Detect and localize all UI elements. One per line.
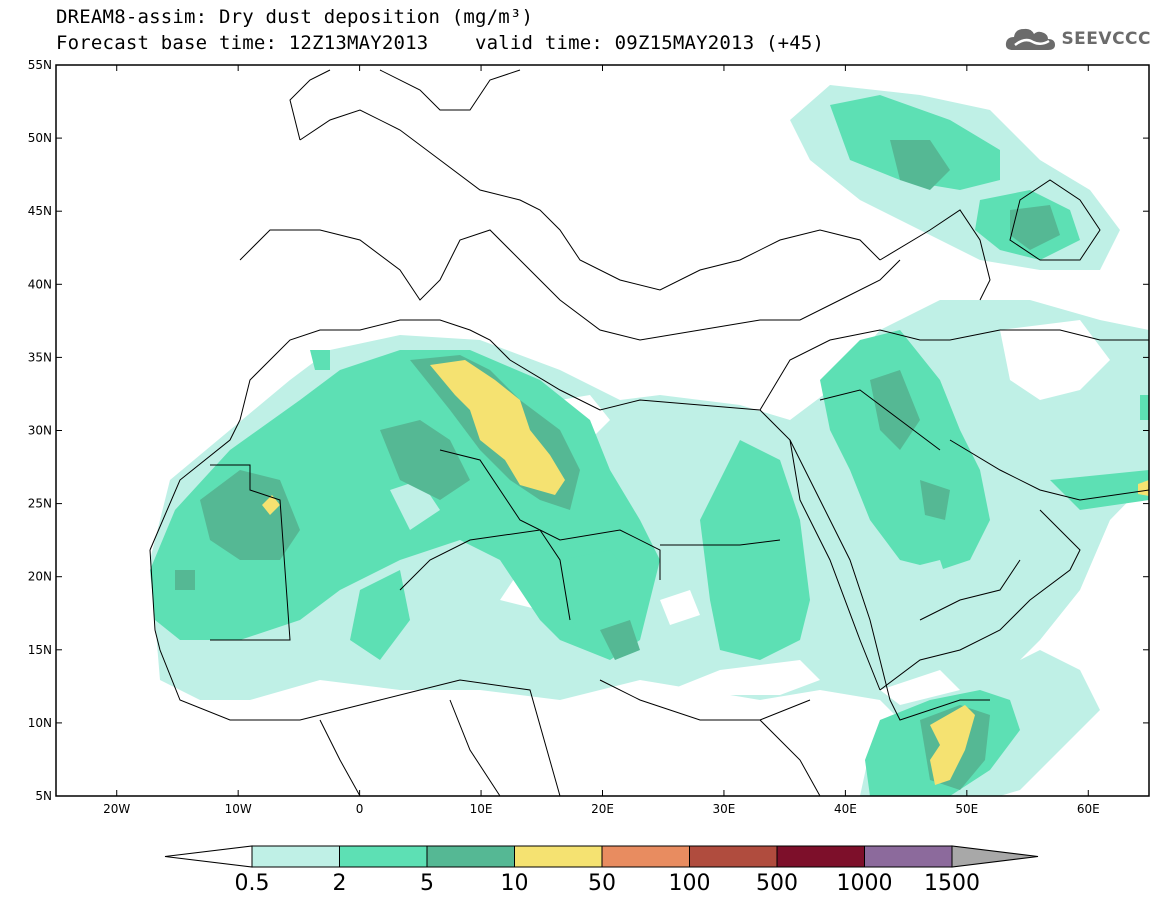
forecast-times: Forecast base time: 12Z13MAY2013 valid t… — [56, 32, 825, 54]
legend-label: 0.5 — [235, 871, 270, 896]
map-title: DREAM8-assim: Dry dust deposition (mg/m³… — [56, 6, 534, 28]
legend-swatch — [514, 845, 603, 868]
lon-label: 60E — [1077, 802, 1100, 816]
legend-label: 1500 — [924, 871, 980, 896]
legend-label: 100 — [669, 871, 711, 896]
lon-label: 10W — [225, 802, 252, 816]
legend-swatch — [864, 845, 953, 868]
deposition-level-10 — [262, 360, 1149, 785]
lat-label: 50N — [28, 131, 52, 145]
logo-text: SEEVCCC — [1061, 29, 1151, 49]
lat-label: 35N — [28, 350, 52, 364]
seevccc-logo: SEEVCCC — [1003, 24, 1151, 54]
lat-label: 45N — [28, 204, 52, 218]
lon-label: 30E — [713, 802, 736, 816]
lat-label: 30N — [28, 424, 52, 438]
lat-label: 55N — [28, 58, 52, 72]
legend-label: 5 — [420, 871, 434, 896]
dust-deposition-map: 55N 50N 45N 40N 35N 30N 25N 20N 15N 10N 5N 20W 10W 0 1… — [28, 58, 1150, 816]
lat-label: 15N — [28, 643, 52, 657]
lon-label: 40E — [834, 802, 857, 816]
legend-low-arrow — [164, 845, 253, 868]
legend-label: 1000 — [837, 871, 893, 896]
lat-label: 5N — [35, 789, 52, 803]
coastlines — [149, 69, 1149, 796]
legend-swatch — [776, 845, 865, 868]
legend-swatch — [251, 845, 340, 868]
lat-label: 10N — [28, 716, 52, 730]
legend-swatch — [601, 845, 690, 868]
legend-label: 500 — [756, 871, 798, 896]
lat-label: 25N — [28, 497, 52, 511]
cloud-icon — [1006, 28, 1056, 50]
legend-high-arrow — [951, 845, 1039, 868]
lon-label: 50E — [955, 802, 978, 816]
map-axes: 55N 50N 45N 40N 35N 30N 25N 20N 15N 10N 5N 20W 10W 0 1… — [28, 58, 1149, 816]
legend-swatch — [339, 845, 428, 868]
lon-label: 0 — [356, 802, 364, 816]
legend-swatch — [426, 845, 515, 868]
lat-label: 40N — [28, 277, 52, 291]
legend-label: 10 — [501, 871, 529, 896]
lon-label: 20W — [103, 802, 130, 816]
lon-label: 20E — [591, 802, 614, 816]
legend-label: 2 — [333, 871, 347, 896]
lat-label: 20N — [28, 570, 52, 584]
legend-swatch — [689, 845, 778, 868]
lon-label: 10E — [470, 802, 493, 816]
legend-label: 50 — [588, 871, 616, 896]
